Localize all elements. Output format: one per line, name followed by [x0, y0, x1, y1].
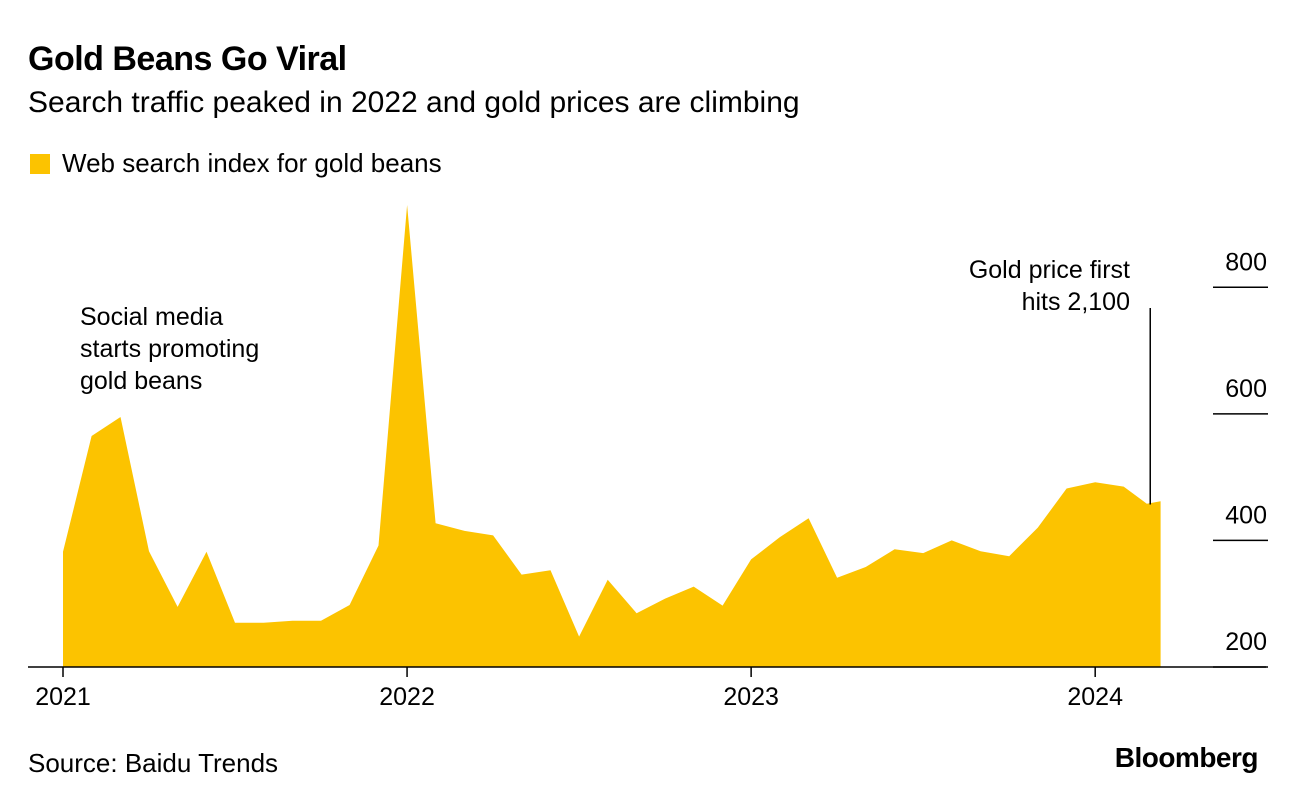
annotation-1-line-0: Gold price first	[969, 256, 1130, 284]
chart-subtitle: Search traffic peaked in 2022 and gold p…	[28, 86, 800, 119]
chart-title: Gold Beans Go Viral	[28, 40, 347, 78]
legend-label: Web search index for gold beans	[62, 148, 442, 178]
bloomberg-logo: Bloomberg	[1114, 742, 1259, 773]
chart-legend: Web search index for gold beans	[30, 148, 442, 179]
x-tick-label-2023: 2023	[723, 683, 779, 711]
annotation-0-line-1: starts promoting	[80, 335, 259, 363]
annotation-1-line-1: hits 2,100	[1022, 288, 1130, 316]
y-tick-label-800: 800	[1225, 248, 1267, 276]
area-series-0	[63, 205, 1164, 667]
x-tick-label-2022: 2022	[379, 683, 435, 711]
y-tick-label-600: 600	[1225, 375, 1267, 403]
x-tick-label-2024: 2024	[1067, 683, 1123, 711]
y-tick-label-200: 200	[1225, 628, 1267, 656]
legend-swatch	[30, 153, 50, 174]
source-note: Source: Baidu Trends	[28, 748, 279, 778]
y-tick-label-400: 400	[1225, 501, 1267, 529]
annotation-0-line-0: Social media	[80, 303, 223, 331]
x-tick-label-2021: 2021	[35, 683, 91, 711]
annotation-0-line-2: gold beans	[80, 367, 202, 395]
